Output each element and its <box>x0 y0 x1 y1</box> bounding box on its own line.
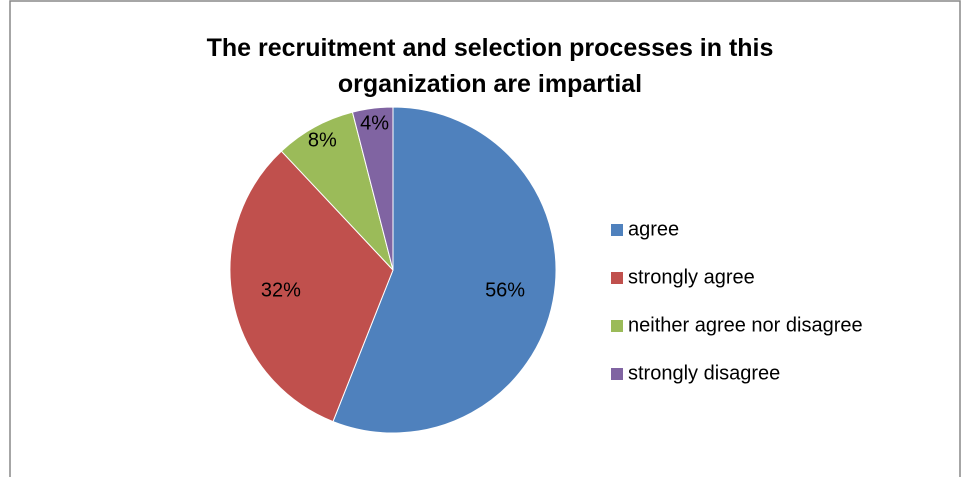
chart-frame <box>9 0 961 477</box>
legend-swatch <box>611 272 623 284</box>
chart-title: The recruitment and selection processes … <box>206 34 774 98</box>
data-label: 32% <box>261 280 301 302</box>
data-label: 4% <box>360 113 389 135</box>
pie-slice <box>332 106 557 434</box>
legend-swatch <box>611 224 623 236</box>
legend-swatch <box>611 368 623 380</box>
legend-label: neither agree nor disagree <box>628 314 863 336</box>
legend-label: agree <box>628 218 679 240</box>
pie-slice <box>351 106 394 271</box>
legend-swatch <box>611 320 623 332</box>
legend-label: strongly agree <box>628 266 755 288</box>
data-label: 56% <box>485 280 525 302</box>
data-label: 8% <box>308 130 337 152</box>
legend-label: strongly disagree <box>628 362 780 384</box>
pie-slice <box>229 150 394 423</box>
